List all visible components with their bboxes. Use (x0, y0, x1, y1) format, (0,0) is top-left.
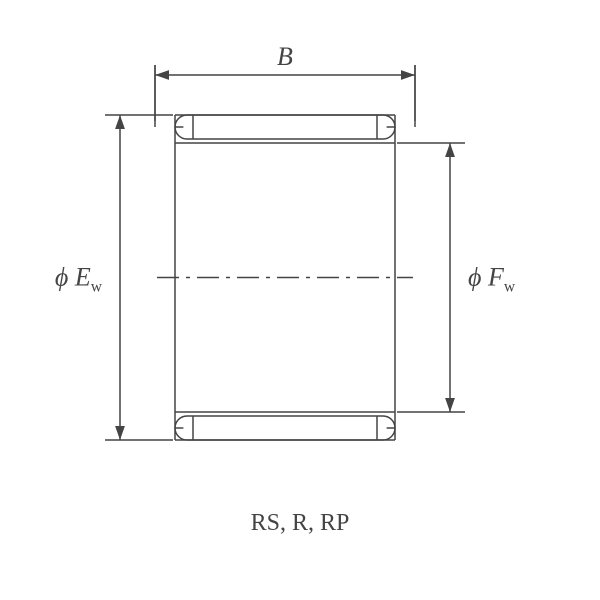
dim-label-Ew: ϕ Ew (55, 263, 103, 296)
bearing-diagram: Bϕ Ew ϕ Fw RS, R, RP (0, 0, 600, 600)
dim-label-Fw: ϕ Fw (468, 263, 516, 296)
caption: RS, R, RP (251, 510, 350, 536)
dim-label-B: B (277, 42, 293, 71)
